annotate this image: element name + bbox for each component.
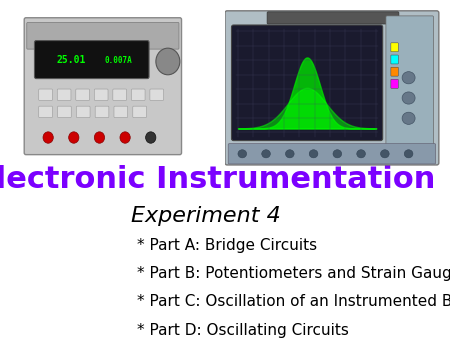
- Circle shape: [156, 48, 180, 75]
- Circle shape: [238, 150, 247, 158]
- Circle shape: [357, 150, 365, 158]
- FancyBboxPatch shape: [76, 106, 90, 118]
- Circle shape: [404, 150, 413, 158]
- FancyBboxPatch shape: [133, 106, 147, 118]
- FancyBboxPatch shape: [24, 18, 181, 155]
- FancyBboxPatch shape: [391, 55, 398, 64]
- Circle shape: [69, 132, 79, 143]
- Circle shape: [333, 150, 342, 158]
- FancyBboxPatch shape: [225, 11, 439, 165]
- Text: Experiment 4: Experiment 4: [131, 206, 280, 226]
- Text: * Part B: Potentiometers and Strain Gauges: * Part B: Potentiometers and Strain Gaug…: [137, 266, 450, 281]
- Text: * Part D: Oscillating Circuits: * Part D: Oscillating Circuits: [137, 323, 349, 338]
- FancyBboxPatch shape: [76, 89, 90, 100]
- FancyBboxPatch shape: [391, 67, 398, 76]
- FancyBboxPatch shape: [94, 89, 108, 100]
- FancyBboxPatch shape: [131, 89, 145, 100]
- FancyBboxPatch shape: [228, 144, 436, 164]
- FancyBboxPatch shape: [267, 12, 399, 24]
- FancyBboxPatch shape: [114, 106, 128, 118]
- Circle shape: [146, 132, 156, 143]
- FancyBboxPatch shape: [95, 106, 109, 118]
- FancyBboxPatch shape: [391, 79, 398, 88]
- Circle shape: [309, 150, 318, 158]
- Text: 25.01: 25.01: [57, 55, 86, 65]
- Circle shape: [402, 92, 415, 104]
- Circle shape: [262, 150, 270, 158]
- FancyBboxPatch shape: [150, 89, 164, 100]
- Text: 0.007A: 0.007A: [104, 56, 132, 65]
- Circle shape: [285, 150, 294, 158]
- Circle shape: [381, 150, 389, 158]
- FancyBboxPatch shape: [27, 23, 179, 49]
- FancyBboxPatch shape: [39, 89, 52, 100]
- Circle shape: [402, 72, 415, 84]
- FancyBboxPatch shape: [35, 41, 149, 78]
- FancyBboxPatch shape: [231, 25, 382, 141]
- FancyBboxPatch shape: [386, 16, 433, 160]
- Text: * Part A: Bridge Circuits: * Part A: Bridge Circuits: [137, 238, 317, 253]
- Circle shape: [402, 112, 415, 124]
- FancyBboxPatch shape: [58, 106, 71, 118]
- FancyBboxPatch shape: [57, 89, 71, 100]
- Text: Electronic Instrumentation: Electronic Instrumentation: [0, 165, 436, 194]
- FancyBboxPatch shape: [113, 89, 126, 100]
- Circle shape: [43, 132, 53, 143]
- FancyBboxPatch shape: [391, 43, 398, 52]
- FancyBboxPatch shape: [39, 106, 52, 118]
- Circle shape: [94, 132, 104, 143]
- Text: * Part C: Oscillation of an Instrumented Beam: * Part C: Oscillation of an Instrumented…: [137, 294, 450, 310]
- Circle shape: [120, 132, 130, 143]
